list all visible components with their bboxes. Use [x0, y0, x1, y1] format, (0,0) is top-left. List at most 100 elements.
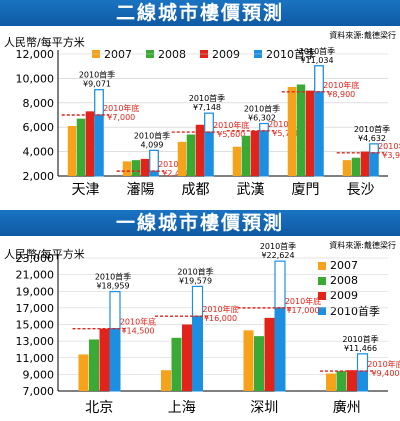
- q1-data-label: 2010首季 4,099: [134, 130, 170, 149]
- chart-title: 一線城市樓價預測: [0, 210, 400, 236]
- category-label: 深圳: [250, 400, 278, 416]
- y-tick-label: 7,000: [23, 385, 55, 398]
- forecast-data-label: 2010年底¥8,900: [323, 80, 359, 99]
- y-tick-label: 12,000: [16, 48, 55, 61]
- bar-2009: [360, 151, 370, 176]
- q1-bar-outline: [274, 260, 286, 309]
- bar-2009: [85, 111, 95, 176]
- bar-2009: [305, 90, 315, 176]
- category-label: 北京: [85, 400, 113, 416]
- bar-2008: [171, 337, 182, 391]
- forecast-data-label: 2010年底¥9,400: [367, 359, 400, 378]
- y-tick-label: 10,000: [16, 72, 55, 85]
- y-tick-label: 23,000: [16, 252, 55, 265]
- bar-2007: [122, 161, 132, 176]
- bar-2007: [342, 160, 352, 176]
- bar-2008: [336, 371, 347, 391]
- chart-title: 二線城市樓價預測: [0, 0, 400, 26]
- bar-2009: [140, 158, 150, 176]
- bar-2008: [254, 336, 264, 391]
- chart-plot: 7,000 9,000 11,000 13,000 15,000 17,000 19,000…: [16, 241, 400, 416]
- q1-bar-outline: [356, 353, 369, 372]
- category-label: 天津: [72, 182, 100, 198]
- q1-data-label: 2010首季¥11,466: [342, 334, 378, 353]
- bar-2009: [99, 328, 110, 391]
- chart-plot: 2,000 4,000 6,000 8,000 10,000 12,000 2010首季¥9…: [16, 46, 400, 198]
- bar-2009: [250, 130, 260, 176]
- q1-bar-outline: [369, 143, 379, 154]
- y-tick-label: 2,000: [23, 170, 55, 183]
- legend-item-2007: 2007: [318, 258, 380, 273]
- q1-bar-outline: [314, 65, 324, 93]
- y-tick-label: 8,000: [23, 97, 55, 110]
- bar-2007: [67, 125, 77, 176]
- q1-data-label: 2010首季¥19,579: [177, 266, 213, 285]
- bar-2008: [241, 135, 251, 176]
- y-tick-label: 6,000: [23, 121, 55, 134]
- bar-2007: [243, 330, 254, 391]
- category-label: 廈門: [292, 181, 320, 198]
- category-label: 廣州: [333, 399, 361, 416]
- q1-data-label: 2010首季¥7,148: [189, 93, 225, 112]
- q1-bar-outline: [191, 285, 204, 317]
- bar-2009: [182, 324, 192, 391]
- category-label: 成都: [182, 182, 210, 198]
- forecast-data-label: 2010年底¥5,700: [268, 119, 304, 138]
- forecast-data-label: 2010年底¥5,600: [213, 120, 249, 139]
- y-tick-label: 4,000: [23, 146, 55, 159]
- bar-2008: [76, 118, 86, 176]
- bar-2007: [326, 373, 336, 391]
- y-tick-label: 17,000: [16, 302, 55, 315]
- bar-2008: [131, 160, 141, 176]
- category-label: 長沙: [347, 182, 375, 198]
- source-note: 資料來源:戴德梁行: [329, 31, 396, 40]
- bar-2008: [351, 157, 361, 176]
- bar-2008: [296, 84, 306, 176]
- bar-2007: [161, 370, 171, 391]
- q1-data-label: 2010首季¥4,632: [354, 124, 390, 143]
- y-axis-label: 人民幣/每平方米: [4, 36, 85, 49]
- bar-2009: [264, 317, 275, 391]
- forecast-data-label: 2010年底¥3,900: [378, 141, 400, 160]
- legend-swatch-icon: [318, 306, 326, 315]
- bar-2008: [89, 339, 99, 391]
- legend-swatch-icon: [318, 291, 326, 300]
- category-label: 瀋陽: [127, 181, 155, 198]
- y-tick-label: 9,000: [23, 368, 55, 381]
- forecast-data-label: 2010年底¥17,000: [285, 296, 321, 315]
- q1-bar-outline: [204, 112, 214, 133]
- category-label: 武漢: [237, 182, 265, 198]
- bar-2007: [232, 146, 242, 176]
- y-tick-label: 21,000: [16, 269, 55, 282]
- first-tier-chart-panel: 一線城市樓價預測 人民幣/每平方米 資料來源:戴德梁行 2007 2008 20…: [0, 210, 400, 421]
- bar-2009: [347, 370, 357, 391]
- legend-item-2009: 2009: [318, 288, 380, 303]
- bar-2007: [177, 141, 187, 176]
- forecast-data-label: 2010年底¥16,000: [202, 304, 238, 323]
- q1-data-label: 2010首季¥22,624: [260, 241, 296, 260]
- forecast-data-label: 2010年底¥7,000: [103, 103, 139, 122]
- q1-bar-outline: [149, 149, 159, 172]
- bar-2009: [195, 124, 205, 176]
- y-tick-label: 19,000: [16, 285, 55, 298]
- q1-bar-outline: [109, 290, 121, 330]
- source-note: 資料來源:戴德梁行: [329, 241, 396, 250]
- y-tick-label: 11,000: [16, 352, 55, 365]
- forecast-data-label: 2010年底¥2,400: [158, 159, 194, 178]
- forecast-data-label: 2010年底¥14,500: [120, 317, 156, 336]
- legend-item-2008: 2008: [318, 273, 380, 288]
- category-label: 上海: [168, 400, 196, 416]
- q1-data-label: 2010首季¥18,959: [95, 272, 131, 291]
- q1-bar-outline: [94, 89, 104, 116]
- q1-bar-outline: [259, 122, 269, 132]
- q1-data-label: 2010首季¥9,071: [79, 70, 115, 89]
- legend-swatch-icon: [318, 261, 326, 270]
- second-tier-chart-panel: 二線城市樓價預測 人民幣/每平方米 資料來源:戴德梁行 2007 2008 20…: [0, 0, 400, 210]
- bar-2007: [287, 86, 297, 176]
- q1-data-label: 2010首季¥6,302: [244, 104, 280, 123]
- bar-2008: [186, 134, 196, 176]
- y-tick-label: 13,000: [16, 335, 55, 348]
- y-tick-label: 15,000: [16, 319, 55, 332]
- q1-data-label: 2010首季¥11,034: [299, 46, 335, 65]
- legend-swatch-icon: [318, 276, 326, 285]
